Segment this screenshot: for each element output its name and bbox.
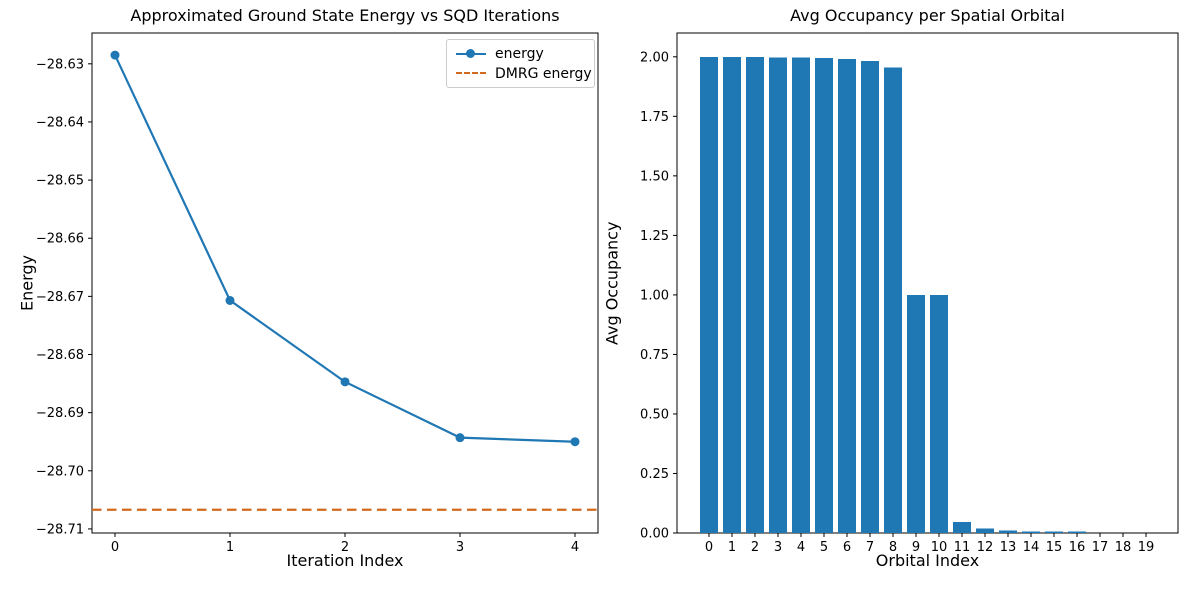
svg-text:19: 19 xyxy=(1138,540,1155,555)
energy-chart-title: Approximated Ground State Energy vs SQD … xyxy=(130,6,560,25)
legend-label-dmrg: DMRG energy xyxy=(495,65,592,82)
svg-text:−28.71: −28.71 xyxy=(36,522,84,537)
svg-text:0.25: 0.25 xyxy=(640,467,669,482)
svg-text:5: 5 xyxy=(820,540,828,555)
svg-text:1.50: 1.50 xyxy=(640,169,669,184)
svg-text:−28.64: −28.64 xyxy=(36,115,84,130)
dmrg-dashed-line-icon xyxy=(456,67,486,81)
svg-text:−28.63: −28.63 xyxy=(36,57,84,72)
svg-text:0: 0 xyxy=(111,540,119,555)
svg-text:−28.67: −28.67 xyxy=(36,290,84,305)
svg-text:−28.69: −28.69 xyxy=(36,406,84,421)
svg-text:9: 9 xyxy=(912,540,920,555)
svg-text:2: 2 xyxy=(751,540,759,555)
svg-text:−28.65: −28.65 xyxy=(36,174,84,189)
occupancy-chart-title: Avg Occupancy per Spatial Orbital xyxy=(790,6,1065,25)
legend-label-energy: energy xyxy=(495,45,544,62)
occupancy-chart-xlabel: Orbital Index xyxy=(875,551,980,570)
svg-text:4: 4 xyxy=(797,540,805,555)
svg-text:13: 13 xyxy=(1000,540,1017,555)
svg-text:11: 11 xyxy=(954,540,971,555)
svg-text:1.00: 1.00 xyxy=(640,288,669,303)
svg-text:0: 0 xyxy=(705,540,713,555)
svg-text:0.00: 0.00 xyxy=(640,527,669,542)
svg-text:1.25: 1.25 xyxy=(640,229,669,244)
svg-text:1: 1 xyxy=(728,540,736,555)
svg-text:0.50: 0.50 xyxy=(640,407,669,422)
legend-item-dmrg: DMRG energy xyxy=(456,64,592,83)
svg-text:17: 17 xyxy=(1092,540,1109,555)
svg-text:1.75: 1.75 xyxy=(640,110,669,125)
energy-line-icon xyxy=(456,47,486,61)
energy-chart-xlabel: Iteration Index xyxy=(286,551,404,570)
svg-text:8: 8 xyxy=(889,540,897,555)
svg-text:16: 16 xyxy=(1069,540,1086,555)
svg-text:12: 12 xyxy=(977,540,994,555)
legend-item-energy: energy xyxy=(456,44,585,63)
svg-text:14: 14 xyxy=(1023,540,1040,555)
svg-text:15: 15 xyxy=(1046,540,1063,555)
svg-text:4: 4 xyxy=(571,540,579,555)
svg-text:6: 6 xyxy=(843,540,851,555)
svg-text:7: 7 xyxy=(866,540,874,555)
svg-text:3: 3 xyxy=(456,540,464,555)
svg-text:−28.70: −28.70 xyxy=(36,464,84,479)
svg-text:−28.68: −28.68 xyxy=(36,348,84,363)
svg-text:−28.66: −28.66 xyxy=(36,232,84,247)
svg-text:1: 1 xyxy=(226,540,234,555)
svg-text:2: 2 xyxy=(341,540,349,555)
svg-text:0.75: 0.75 xyxy=(640,348,669,363)
svg-text:3: 3 xyxy=(774,540,782,555)
svg-text:2.00: 2.00 xyxy=(640,50,669,65)
svg-text:10: 10 xyxy=(931,540,948,555)
svg-text:18: 18 xyxy=(1115,540,1132,555)
legend-box: energy DMRG energy xyxy=(446,39,595,88)
